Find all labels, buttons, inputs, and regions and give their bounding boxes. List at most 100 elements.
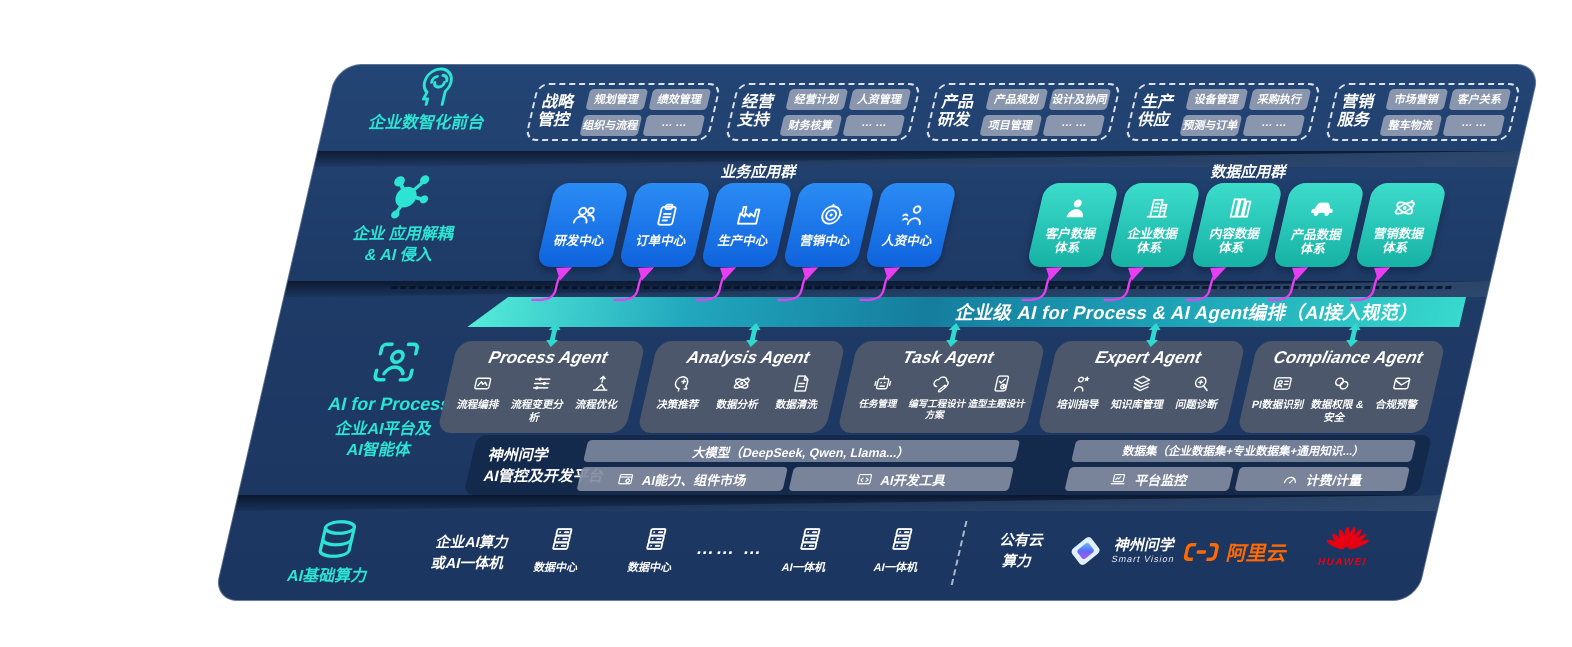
datacenter-node: 数据中心 — [618, 525, 690, 575]
data-box-content: 内容数据 体系 — [1190, 183, 1284, 267]
pill: 产品规划 — [985, 88, 1049, 110]
data-box-product: 产品数据 体系 — [1272, 183, 1366, 267]
task-agent-card: Task Agent 任务管理 编写工程设计方案 造型主题设计 — [836, 341, 1047, 433]
magenta-arrow-icon — [1349, 267, 1391, 301]
optimize-icon — [589, 373, 615, 394]
pill: 绩效管理 — [648, 88, 712, 110]
pill: … … — [1442, 114, 1506, 136]
magenta-arrow-icon — [1021, 267, 1063, 301]
enterprise-compute-label: 企业AI算力 或AI一体机 — [429, 535, 511, 573]
car-icon — [1306, 194, 1340, 222]
business-box-production: 生产中心 — [700, 183, 794, 267]
group-supply: 生产 供应 设备管理 采购执行 预测与订单 … … — [1124, 83, 1322, 141]
person-wave-icon — [897, 202, 929, 228]
front-office-band: 企业数智化前台 战略 管控 规划管理 绩效管理 组织与流程 … … 经营 支持 经营… — [317, 65, 1539, 153]
person-scan-icon — [365, 337, 427, 387]
pill: 客户关系 — [1448, 88, 1512, 110]
data-box-customer: 客户数据 体系 — [1026, 183, 1120, 267]
analysis-agent-card: Analysis Agent 决策推荐 数据分析 数据清洗 — [636, 341, 847, 433]
pill: … … — [1042, 114, 1106, 136]
group-label: 经营 支持 — [735, 94, 777, 129]
sliders-icon — [529, 373, 555, 394]
business-box-rd: 研发中心 — [536, 183, 630, 267]
model-grid: 大模型（DeepSeek, Qwen, Llama...） AI能力、组件市场 … — [576, 440, 1021, 491]
magenta-arrow-icon — [777, 267, 819, 301]
magenta-arrow-icon — [695, 267, 737, 301]
business-group-header: 业务应用群 — [719, 164, 799, 181]
front-office-label: 企业数智化前台 — [367, 114, 487, 132]
ai-appliance-node: AI一体机 — [864, 525, 936, 575]
pill: 整车物流 — [1379, 114, 1443, 136]
training-icon — [1070, 373, 1096, 394]
process-agent-card: Process Agent 流程编排 流程变更分析 流程优化 — [436, 341, 647, 433]
head-brain-icon — [410, 65, 464, 109]
people-icon — [569, 202, 601, 228]
pill: 项目管理 — [979, 114, 1043, 136]
group-marketing: 营销 服务 市场营销 客户关系 整车物流 … … — [1324, 83, 1522, 141]
database-icon — [309, 517, 366, 563]
data-box-marketing: 营销数据 体系 — [1354, 183, 1448, 267]
aliyun-bracket-icon — [1183, 542, 1219, 561]
group-pills: 规划管理 绩效管理 组织与流程 … … — [579, 88, 712, 136]
szwx-diamond-icon — [1071, 537, 1100, 565]
model-header: 大模型（DeepSeek, Qwen, Llama...） — [583, 440, 1021, 462]
group-product: 产品 研发 产品规划 设计及协同 项目管理 … … — [924, 83, 1122, 141]
pill: 设备管理 — [1185, 88, 1249, 110]
factory-icon — [733, 202, 765, 228]
dev-tools-icon — [854, 471, 875, 488]
atom-icon — [729, 373, 755, 394]
layers-icon — [1129, 373, 1155, 394]
decision-icon — [670, 373, 696, 394]
group-pills: 产品规划 设计及协同 项目管理 … … — [979, 88, 1112, 136]
data-group-header: 数据应用群 — [1209, 164, 1289, 181]
server-icon — [885, 525, 919, 553]
group-pills: 设备管理 采购执行 预测与订单 … … — [1179, 88, 1312, 136]
magenta-arrow-icon — [1103, 267, 1145, 301]
pill: 财务核算 — [779, 114, 843, 136]
robot-icon — [870, 373, 896, 394]
aliyun-logo: 阿里云 — [1180, 537, 1291, 566]
huawei-logo: HUAWEI — [1317, 523, 1376, 568]
platform-section: 神州问学 AI管控及开发平台 大模型（DeepSeek, Qwen, Llama… — [463, 435, 1433, 495]
diagnose-icon — [1189, 373, 1215, 394]
monitor-icon — [1109, 471, 1130, 488]
billing-cell: 计费/计量 — [1234, 467, 1410, 491]
group-strategy: 战略 管控 规划管理 绩效管理 组织与流程 … … — [524, 83, 722, 141]
ellipsis: …… … — [694, 538, 767, 558]
magenta-arrow-icon — [1267, 267, 1309, 301]
ai-injection-arrows — [531, 267, 1391, 301]
business-box-order: 订单中心 — [618, 183, 712, 267]
document-icon — [789, 373, 815, 394]
szwx-logo: 神州问学 Smart Vision — [1061, 531, 1181, 571]
tablet-check-icon — [989, 373, 1015, 394]
huawei-flower-icon — [1326, 527, 1369, 550]
pill: 预测与订单 — [1179, 114, 1243, 136]
expert-agent-card: Expert Agent 培训指导 知识库管理 问题诊断 — [1036, 341, 1247, 433]
group-label: 战略 管控 — [535, 94, 577, 129]
ai-devtools-cell: AI开发工具 — [788, 467, 1014, 491]
ai-orchestration-banner: 企业级 AI for Process & AI Agent编排（AI接入规范） — [467, 297, 1466, 327]
pill: 市场营销 — [1385, 88, 1449, 110]
id-card-icon — [1270, 373, 1296, 394]
pill: … … — [1242, 114, 1306, 136]
pill: 经营计划 — [785, 88, 849, 110]
group-pills: 市场营销 客户关系 整车物流 … … — [1379, 88, 1512, 136]
business-box-marketing: 营销中心 — [782, 183, 876, 267]
gauge-icon — [1280, 471, 1301, 488]
pill: … … — [842, 114, 906, 136]
server-icon — [639, 525, 673, 553]
server-icon — [545, 525, 579, 553]
books-icon — [1225, 195, 1257, 221]
magenta-arrow-icon — [531, 267, 573, 301]
permission-icon — [1329, 373, 1355, 394]
atom-icon — [1389, 195, 1421, 221]
datacenter-node: 数据中心 — [524, 525, 596, 575]
pill: 设计及协同 — [1048, 88, 1112, 110]
dataset-grid: 数据集（企业数据集+专业数据集+通用知识...） 平台监控 计费/计量 — [1064, 440, 1417, 491]
clipboard-icon — [651, 202, 683, 228]
building-icon — [1143, 195, 1175, 221]
dataset-header: 数据集（企业数据集+专业数据集+通用知识...） — [1071, 440, 1417, 462]
group-operation: 经营 支持 经营计划 人资管理 财务核算 … … — [724, 83, 922, 141]
group-label: 营销 服务 — [1335, 94, 1377, 129]
